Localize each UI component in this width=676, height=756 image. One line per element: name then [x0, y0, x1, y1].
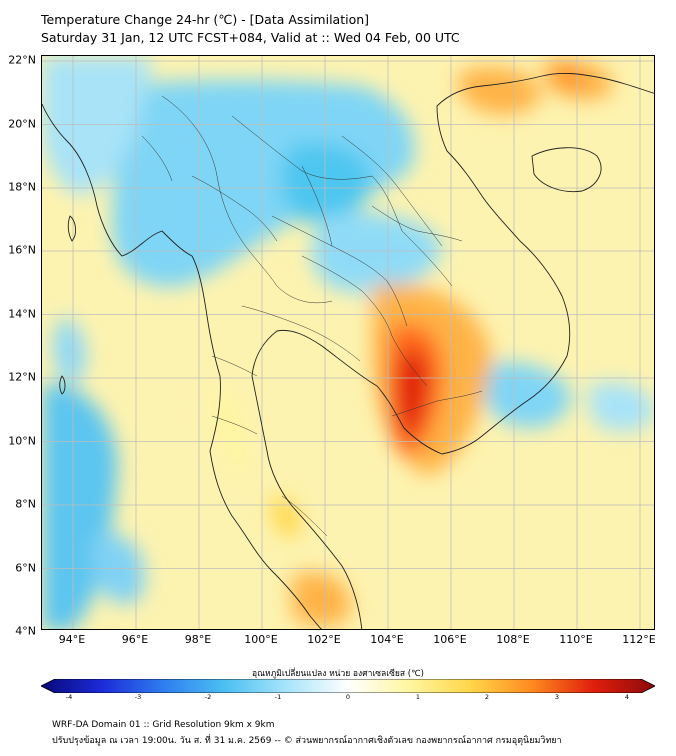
- lat-label-6n: 6°N: [15, 561, 36, 574]
- colorbar-ramp: [41, 679, 655, 693]
- coastlines: [42, 72, 654, 629]
- lat-label-22n: 22°N: [8, 53, 36, 67]
- colorbar-tick: 4: [624, 693, 630, 701]
- lon-label-100e: 100°E: [244, 633, 278, 646]
- lat-label-20n: 20°N: [8, 117, 36, 130]
- map-subtitle: Saturday 31 Jan, 12 UTC FCST+084, Valid …: [41, 30, 460, 45]
- lat-label-14n: 14°N: [8, 307, 36, 320]
- lon-label-112e: 112°E: [622, 633, 656, 646]
- lon-label-94e: 94°E: [58, 633, 86, 646]
- lon-label-108e: 108°E: [496, 633, 530, 646]
- colorbar-tick: -2: [204, 693, 212, 701]
- map-panel[interactable]: [41, 55, 655, 630]
- colorbar-tick: 0: [345, 693, 351, 701]
- map-graticule: [42, 56, 654, 629]
- lat-label-4n: 4°N: [15, 624, 36, 638]
- colorbar-tick: 3: [554, 693, 560, 701]
- lon-label-102e: 102°E: [307, 633, 341, 646]
- lat-label-10n: 10°N: [8, 434, 36, 447]
- colorbar-tick: -4: [65, 693, 73, 701]
- admin-boundaries: [141, 95, 483, 537]
- lon-label-98e: 98°E: [184, 633, 212, 646]
- temperature-change-map: [42, 56, 654, 629]
- colorbar-tick: 2: [484, 693, 490, 701]
- colorbar-tick: 1: [415, 693, 421, 701]
- footer-model-info: WRF-DA Domain 01 :: Grid Resolution 9km …: [52, 720, 275, 730]
- footer-credit: ปรับปรุงข้อมูล ณ เวลา 19:00น. วัน ส. ที่…: [52, 736, 562, 746]
- lat-label-8n: 8°N: [15, 497, 36, 511]
- lon-label-104e: 104°E: [370, 633, 404, 646]
- colorbar-tick: -3: [134, 693, 142, 701]
- lon-label-96e: 96°E: [121, 633, 149, 646]
- lon-label-106e: 106°E: [433, 633, 467, 646]
- temperature-field: [42, 56, 654, 629]
- lat-label-18n: 18°N: [8, 180, 36, 194]
- colorbar-title: อุณหภูมิเปลี่ยนแปลง หน่วย องศาเซลเซียส (…: [252, 669, 424, 679]
- colorbar-tick: -1: [274, 693, 282, 701]
- lon-label-110e: 110°E: [559, 633, 593, 646]
- colorbar: [41, 679, 655, 693]
- lat-label-16n: 16°N: [8, 243, 36, 257]
- map-title: Temperature Change 24-hr (℃) - [Data Ass…: [41, 12, 370, 27]
- lat-label-12n: 12°N: [8, 370, 36, 384]
